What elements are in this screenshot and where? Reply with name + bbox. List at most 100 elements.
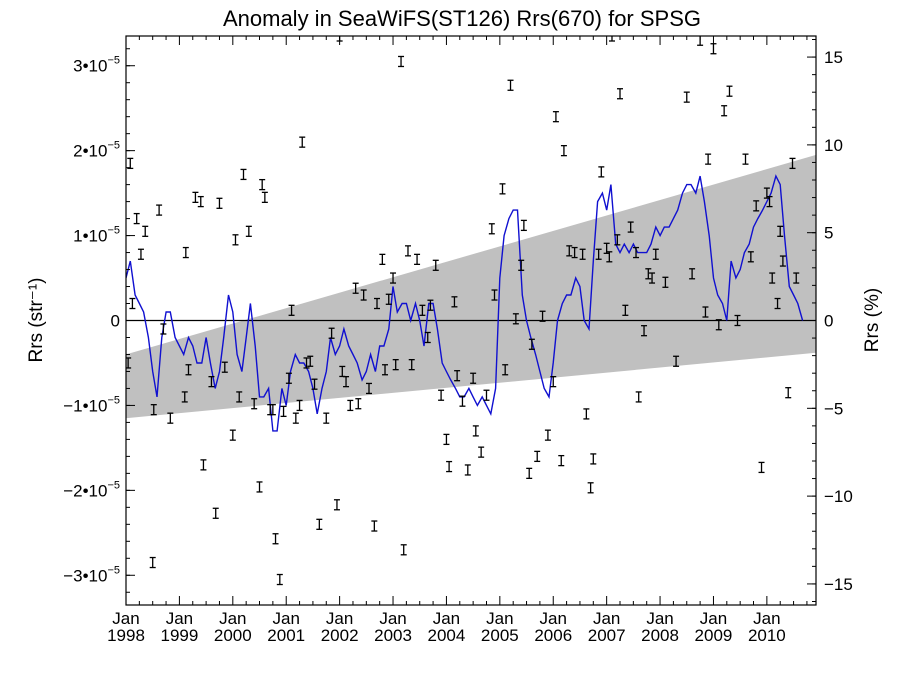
x-tick-label-month: Jan [593,609,620,628]
data-point [649,272,656,284]
data-point [379,253,386,266]
data-point [307,355,314,367]
data-point [641,325,648,337]
data-point [229,429,236,441]
data-point [149,556,156,569]
chart-title: Anomaly in SeaWiFS(ST126) Rrs(670) for S… [223,6,701,31]
data-point [766,195,773,208]
x-tick-label-year: 1998 [107,626,145,645]
data-point [520,219,527,232]
data-point [726,85,733,97]
data-point [385,293,392,305]
data-point [734,314,741,327]
data-point [400,544,407,556]
data-point [710,43,717,55]
data-point [256,481,263,493]
x-tick-label-month: Jan [219,609,246,628]
data-point [777,225,784,237]
data-point [221,361,228,373]
data-point [390,272,397,284]
y-axis-label-left: Rrs (str⁻¹) [26,278,47,363]
data-point [360,289,367,301]
data-point [167,412,174,424]
y-tick-label-right: 15 [824,48,843,67]
x-tick-label-month: Jan [700,609,727,628]
data-point [150,404,157,416]
data-point [328,327,335,339]
data-point [622,304,629,316]
y-axis-label-right: Rrs (%) [862,288,883,352]
y-tick-label-left: 1•10−5 [73,225,120,246]
y-tick-label-right: −10 [824,487,853,506]
data-point [769,272,776,284]
data-point [544,429,551,441]
data-point [683,91,690,103]
data-point [303,357,310,369]
data-point [451,296,458,308]
data-point [200,459,207,471]
data-point [789,157,796,170]
x-tick-label-month: Jan [326,609,353,628]
x-tick-label-year: 2009 [695,626,733,645]
data-point [470,372,477,384]
data-point [571,246,578,259]
data-point [742,153,749,165]
data-point [438,389,445,401]
y-tick-label-left: −3•10−5 [63,564,120,585]
data-point [208,375,215,388]
data-point [459,395,466,407]
data-point [137,248,144,260]
data-point [454,370,461,382]
y-tick-label-right: 10 [824,136,843,155]
data-point [747,251,754,263]
data-point [715,319,722,331]
data-point [779,255,786,267]
x-tick-label-year: 2002 [321,626,359,645]
data-point [633,246,640,259]
data-point [614,234,621,246]
data-point [587,482,594,494]
data-point [240,168,247,181]
data-point [534,450,541,463]
x-tick-label-month: Jan [379,609,406,628]
data-point [419,304,426,316]
data-point [232,234,239,246]
data-point [488,223,495,235]
data-point [292,412,299,424]
data-point [280,405,287,418]
data-point [478,446,485,458]
y-tick-label-left: 2•10−5 [73,140,120,161]
data-point [427,299,434,311]
data-point [635,391,642,403]
data-point [133,212,140,225]
data-point [142,225,149,237]
x-tick-label-year: 2010 [748,626,786,645]
data-point [374,297,381,310]
x-tick-label-year: 1999 [160,626,198,645]
data-point [507,79,514,91]
data-point [627,221,634,233]
data-point [288,304,295,316]
data-point [408,359,415,371]
data-point [182,246,189,259]
data-point [236,391,243,403]
data-point [702,306,709,318]
y-tick-label-right: −5 [824,399,843,418]
data-point [212,507,219,519]
data-point [404,245,411,257]
axes: 3•10−5 2•10−5 1•10−5 0 −1•10−5 −2•10−5 −3•10−5… [63,35,853,645]
x-tick-label-year: 2000 [214,626,252,645]
y-tick-label-right: 5 [824,224,833,243]
data-point [355,398,362,410]
x-tick-label-year: 2007 [588,626,626,645]
data-point [365,382,372,395]
data-point [539,310,546,322]
data-point [753,200,760,212]
data-point [269,404,276,416]
data-point [590,453,597,465]
data-point [662,276,669,288]
data-point [192,191,199,204]
data-point [785,387,792,399]
data-point [721,105,728,117]
